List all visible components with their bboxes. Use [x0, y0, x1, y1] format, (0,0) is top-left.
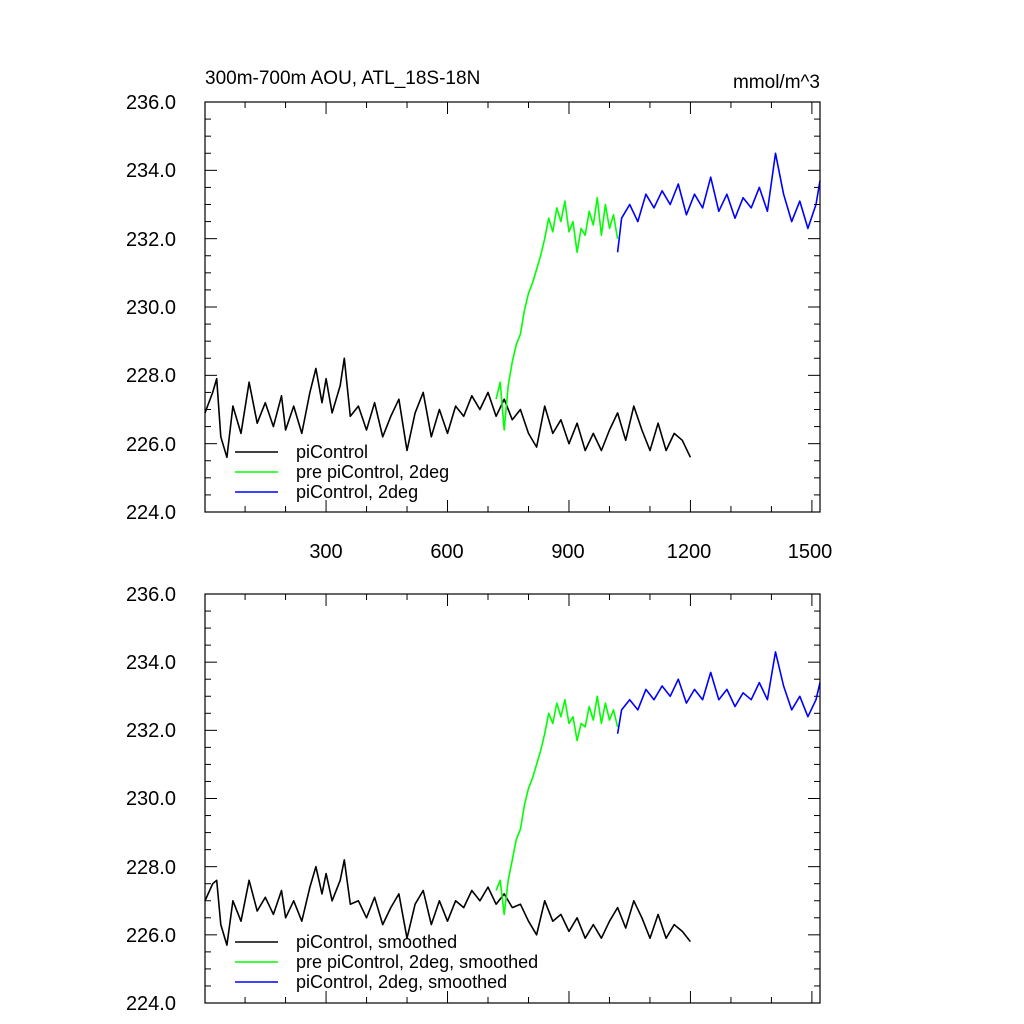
- top-x-tick-label: 1500: [788, 541, 833, 563]
- bottom-y-tick-label: 226.0: [126, 925, 176, 947]
- top-x-tick-label: 1200: [667, 541, 712, 563]
- top-panel-y-tick-labels: 224.0 226.0 228.0 230.0 232.0 234.0 236.…: [126, 92, 176, 524]
- top-panel-legend: piControl pre piControl, 2deg piControl,…: [235, 442, 449, 502]
- bottom-y-tick-label: 234.0: [126, 652, 176, 674]
- legend-label: piControl, 2deg, smoothed: [296, 972, 507, 992]
- top-x-tick-label: 900: [551, 541, 584, 563]
- top-y-tick-label: 228.0: [126, 365, 176, 387]
- bottom-y-tick-label: 224.0: [126, 993, 176, 1015]
- legend-label: piControl: [296, 442, 368, 462]
- legend-label: piControl, 2deg: [296, 482, 418, 502]
- series-line-pre-picontrol-2deg-smoothed: [495, 695, 619, 916]
- legend-label: piControl, smoothed: [296, 932, 457, 952]
- bottom-panel-frame: [204, 593, 821, 1004]
- top-panel-title: 300m-700m AOU, ATL_18S-18N: [205, 68, 480, 89]
- bottom-panel-series-lines: [204, 651, 821, 946]
- bottom-panel: 224.0 226.0 228.0 230.0 232.0 234.0 236.…: [126, 584, 821, 1015]
- bottom-y-tick-label: 236.0: [126, 584, 176, 606]
- top-x-tick-label: 300: [309, 541, 342, 563]
- legend-label: pre piControl, 2deg, smoothed: [296, 952, 538, 972]
- top-panel-units: mmol/m^3: [733, 72, 820, 93]
- bottom-panel-y-tick-labels: 224.0 226.0 228.0 230.0 232.0 234.0 236.…: [126, 584, 176, 1015]
- series-line-picontrol-2deg: [616, 152, 821, 253]
- top-y-tick-label: 224.0: [126, 502, 176, 524]
- top-panel-series-lines: [204, 152, 821, 459]
- bottom-y-tick-label: 228.0: [126, 857, 176, 879]
- bottom-y-tick-label: 232.0: [126, 720, 176, 742]
- series-line-pre-picontrol-2deg: [495, 196, 619, 431]
- top-panel-frame: [204, 101, 821, 513]
- top-panel-x-tick-labels: 300 600 900 1200 1500: [309, 541, 832, 563]
- series-line-picontrol: [204, 357, 692, 459]
- bottom-panel-legend: piControl, smoothed pre piControl, 2deg,…: [235, 932, 538, 992]
- series-line-picontrol-smoothed: [204, 859, 692, 946]
- top-y-tick-label: 236.0: [126, 92, 176, 114]
- series-line-picontrol-2deg-smoothed: [616, 651, 821, 734]
- top-panel-ticks: [205, 101, 820, 513]
- bottom-y-tick-label: 230.0: [126, 788, 176, 810]
- top-x-tick-label: 600: [430, 541, 463, 563]
- top-y-tick-label: 232.0: [126, 229, 176, 251]
- top-y-tick-label: 226.0: [126, 434, 176, 456]
- top-y-tick-label: 230.0: [126, 297, 176, 319]
- top-panel: 300m-700m AOU, ATL_18S-18N mmol/m^3 224.…: [126, 68, 832, 563]
- top-y-tick-label: 234.0: [126, 160, 176, 182]
- legend-label: pre piControl, 2deg: [296, 462, 449, 482]
